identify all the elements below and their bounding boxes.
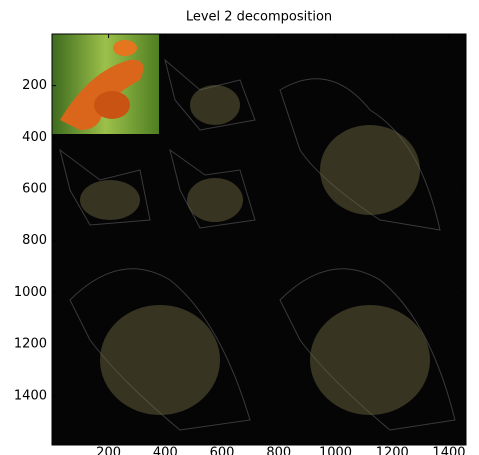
x-tick-label: 600 — [210, 446, 235, 455]
x-tick-label: 800 — [266, 446, 291, 455]
image-area — [52, 34, 466, 445]
chart-title: Level 2 decomposition — [186, 10, 332, 25]
y-tick-label: 1200 — [14, 337, 47, 352]
x-tick-label: 1200 — [376, 446, 409, 455]
snake-coil — [94, 91, 130, 119]
y-tick-label: 200 — [22, 78, 47, 93]
x-tick-label: 200 — [96, 446, 121, 455]
x-tick-label: 1400 — [432, 446, 465, 455]
x-tick-label: 400 — [153, 446, 178, 455]
y-tick-label: 800 — [22, 233, 47, 248]
y-tick-label: 600 — [22, 182, 47, 197]
x-tick-label: 1000 — [319, 446, 352, 455]
y-tick-label: 1400 — [14, 388, 47, 403]
y-tick-label: 1000 — [14, 285, 47, 300]
chart: Level 2 decomposition 200 400 600 800 1000 12… — [0, 0, 479, 455]
y-tick-label: 400 — [22, 130, 47, 145]
snake-head — [113, 40, 137, 56]
